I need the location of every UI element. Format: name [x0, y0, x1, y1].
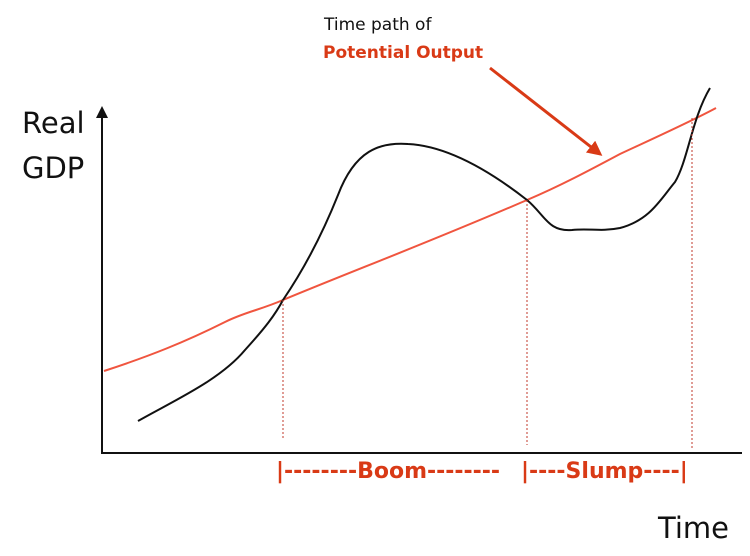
- annotation-line-1: Time path of: [323, 15, 432, 35]
- slump-label: |----Slump----|: [521, 459, 688, 484]
- y-axis-label-gdp: GDP: [22, 151, 84, 185]
- y-axis-label-real: Real: [22, 106, 85, 140]
- x-axis-label: Time: [657, 511, 729, 545]
- annotation-arrow: [489, 66, 603, 156]
- boom-label: |--------Boom--------: [276, 459, 500, 484]
- potential-output-line: [103, 107, 717, 372]
- actual-gdp-curve: [137, 87, 711, 422]
- annotation-line-2: Potential Output: [323, 43, 483, 63]
